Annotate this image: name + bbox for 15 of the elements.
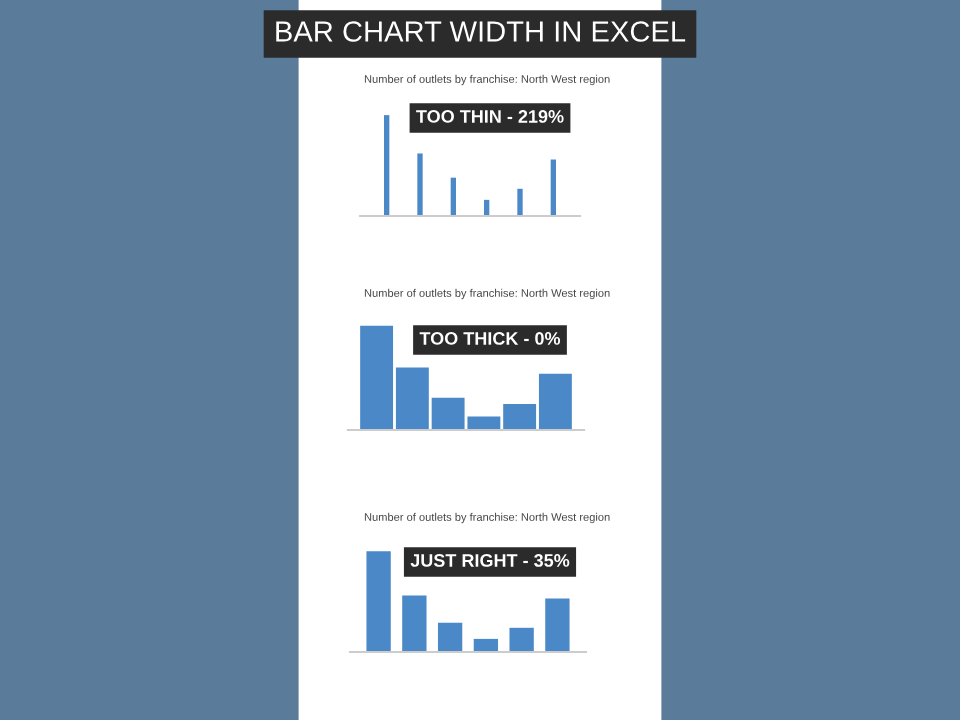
annotation: JUST RIGHT - 35%: [410, 554, 570, 567]
bar: [550, 159, 556, 216]
annotation: TOO THIN - 219%: [416, 110, 564, 123]
bar: [384, 115, 390, 216]
bar: [450, 177, 456, 216]
bar: [366, 551, 391, 652]
annotation: TOO THICK - 0%: [419, 332, 561, 345]
bar: [509, 627, 534, 652]
bar: [517, 188, 523, 216]
text: BAR CHART WIDTH IN EXCEL: [276, 21, 686, 42]
bar: [473, 638, 499, 652]
bar: [437, 622, 463, 652]
bar: [417, 153, 423, 216]
bar: [402, 595, 427, 652]
bar: [545, 598, 570, 652]
